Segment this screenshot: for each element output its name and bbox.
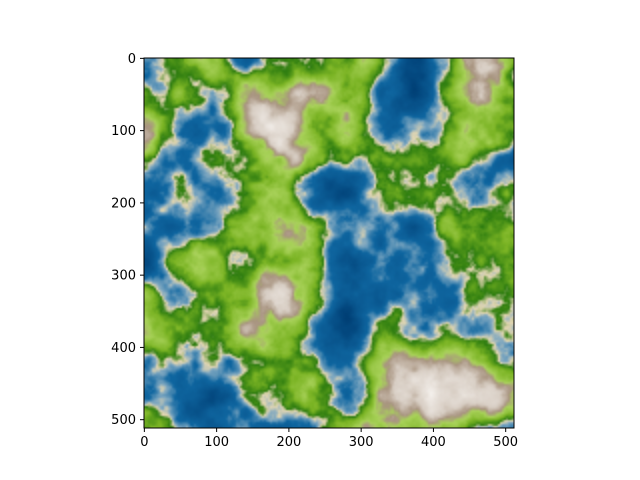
heatmap-plot <box>143 57 515 429</box>
y-tick-label: 300 <box>111 269 136 284</box>
y-tick-label: 200 <box>111 196 136 211</box>
x-axis: 0 100 200 300 400 500 <box>140 428 518 450</box>
y-tick-label: 100 <box>111 124 136 139</box>
x-tick-label: 0 <box>140 435 148 450</box>
terrain-heatmap-image <box>144 58 514 428</box>
y-axis: 0 100 200 300 400 500 <box>111 52 144 428</box>
x-tick-label: 400 <box>421 435 446 450</box>
x-tick-label: 300 <box>349 435 374 450</box>
axes-frame <box>143 57 515 429</box>
x-tick-label: 100 <box>204 435 229 450</box>
x-tick-label: 500 <box>493 435 518 450</box>
y-tick-label: 400 <box>111 341 136 356</box>
y-tick-label: 0 <box>128 52 136 67</box>
x-tick-label: 200 <box>276 435 301 450</box>
y-tick-label: 500 <box>111 413 136 428</box>
